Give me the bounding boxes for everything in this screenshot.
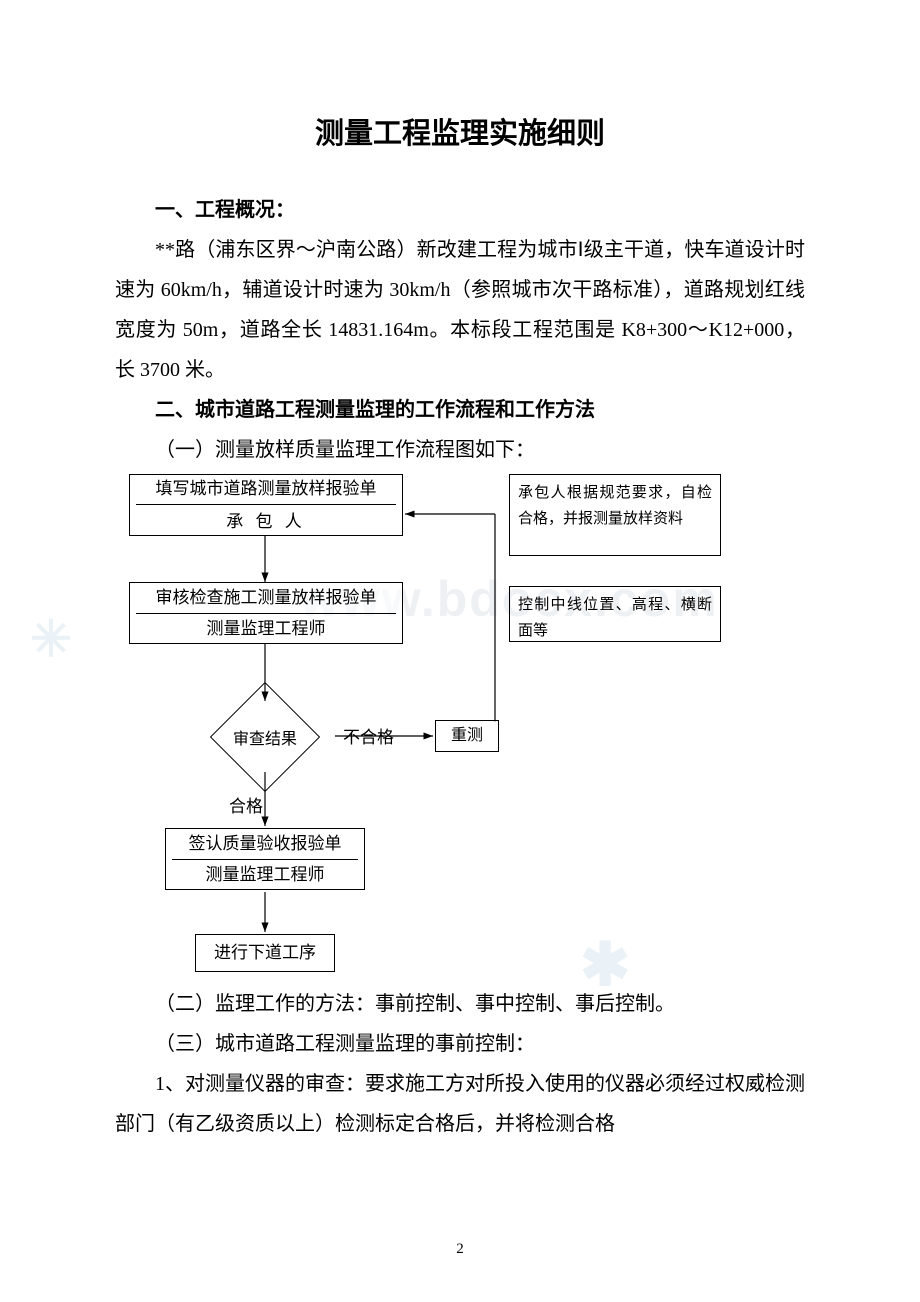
page-title: 测量工程监理实施细则: [115, 110, 805, 152]
flow-decision: 审查结果: [195, 702, 335, 772]
section-2-item1: 1、对测量仪器的审查：要求施工方对所投入使用的仪器必须经过权威检测部门（有乙级资…: [115, 1064, 805, 1144]
page-number: 2: [0, 1241, 920, 1258]
flow-pass-label: 合格: [229, 792, 263, 817]
flow-node-1-line1: 填写城市道路测量放样报验单: [156, 476, 377, 502]
flow-retest: 重测: [435, 720, 499, 752]
flow-node-2-line1: 审核检查施工测量放样报验单: [156, 585, 377, 611]
flow-fail-label: 不合格: [343, 723, 394, 748]
flow-side-2: 控制中线位置、高程、横断面等: [509, 586, 721, 642]
section-1-body: **路（浦东区界～沪南公路）新改建工程为城市Ⅰ级主干道，快车道设计时速为 60k…: [115, 230, 805, 390]
section-2-sub2: （二）监理工作的方法：事前控制、事中控制、事后控制。: [115, 984, 805, 1024]
section-2-sub3: （三）城市道路工程测量监理的事前控制：: [115, 1024, 805, 1064]
section-2-heading: 二、城市道路工程测量监理的工作流程和工作方法: [115, 390, 805, 430]
flow-side-1: 承包人根据规范要求，自检合格，并报测量放样资料: [509, 474, 721, 556]
section-1-heading: 一、工程概况：: [115, 190, 805, 230]
flow-node-4: 进行下道工序: [195, 934, 335, 972]
flowchart: 填写城市道路测量放样报验单 承 包 人 承包人根据规范要求，自检合格，并报测量放…: [115, 474, 805, 984]
section-2-sub1: （一）测量放样质量监理工作流程图如下：: [115, 430, 805, 470]
flow-node-2-line2: 测量监理工程师: [207, 616, 326, 642]
flow-node-2: 审核检查施工测量放样报验单 测量监理工程师: [129, 582, 403, 644]
flow-node-3-line1: 签认质量验收报验单: [189, 831, 342, 857]
flow-node-1-line2: 承 包 人: [226, 507, 306, 535]
flow-node-3-line2: 测量监理工程师: [206, 862, 325, 888]
flow-node-1: 填写城市道路测量放样报验单 承 包 人: [129, 474, 403, 536]
flow-decision-label: 审查结果: [195, 702, 335, 772]
flow-node-3: 签认质量验收报验单 测量监理工程师: [165, 828, 365, 890]
